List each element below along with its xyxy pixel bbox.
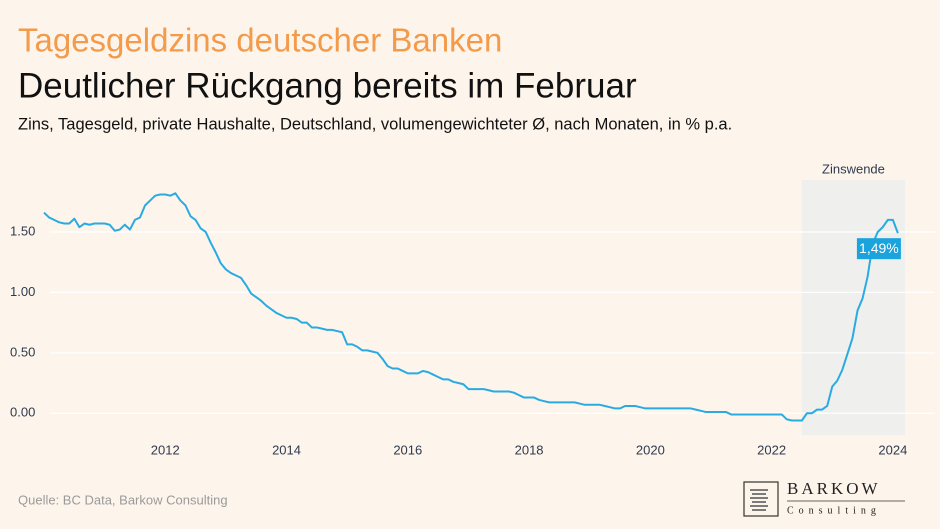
source: Quelle: BC Data, Barkow Consulting (18, 492, 228, 507)
chart-title: Tagesgeldzins deutscher Banken (18, 22, 502, 59)
y-tick-label: 0.00 (10, 405, 35, 420)
annotation-box (856, 238, 901, 260)
x-tick-label: 2020 (636, 442, 665, 457)
x-tick-label: 2012 (151, 442, 180, 457)
shaded-region (801, 180, 905, 435)
logo: BARKOW Consulting (743, 479, 905, 517)
chart-description: Zins, Tagesgeld, private Haushalte, Deut… (18, 115, 732, 133)
logo-sub: Consulting (787, 505, 881, 516)
logo-box (743, 481, 779, 517)
x-tick-label: 2024 (878, 442, 907, 457)
chart-subtitle: Deutlicher Rückgang bereits im Februar (18, 66, 637, 105)
region-label: Zinswende (822, 161, 885, 176)
annotation-label: 1,49% (859, 240, 899, 256)
line (43, 192, 899, 422)
x-tick-label: 2016 (393, 442, 422, 457)
y-tick-label: 1.50 (10, 223, 35, 238)
x-tick-label: 2018 (515, 442, 544, 457)
y-tick-label: 1.00 (10, 284, 35, 299)
x-tick-label: 2014 (272, 442, 301, 457)
x-tick-label: 2022 (757, 442, 786, 457)
y-tick-label: 0.50 (10, 344, 35, 359)
logo-icon (750, 489, 768, 511)
logo-name: BARKOW (787, 479, 881, 498)
